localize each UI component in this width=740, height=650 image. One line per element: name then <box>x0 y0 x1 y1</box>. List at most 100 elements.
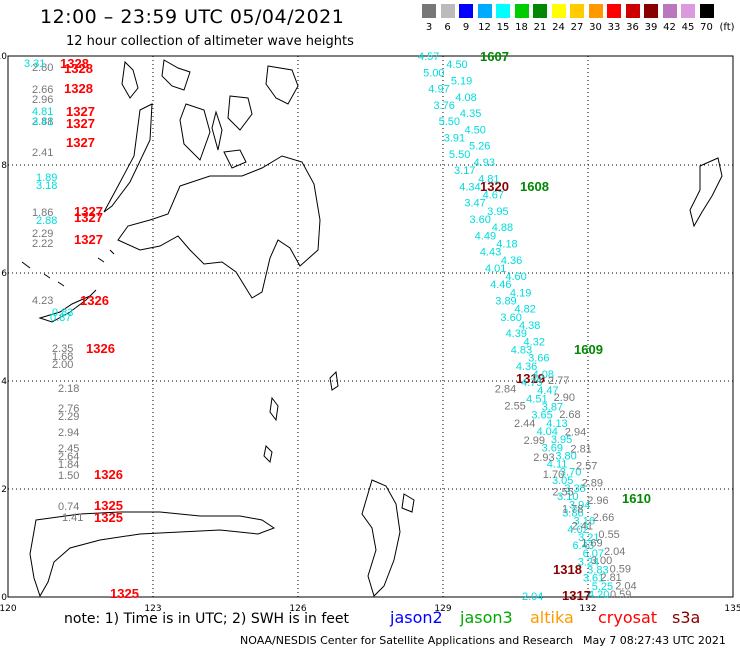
wave-height-value: 4.04 <box>536 426 557 438</box>
wave-height-value: 2.04 <box>522 591 543 603</box>
lat-tick-label: 2 <box>1 485 7 495</box>
wave-height-value: 4.93 <box>474 157 495 169</box>
lon-tick-label: 126 <box>289 604 306 614</box>
wave-height-value: 3.60 <box>500 312 521 324</box>
wave-height-value: 3.76 <box>433 100 454 112</box>
wave-height-value: 2.55 <box>552 486 573 498</box>
wave-height-value: 3.21 <box>578 532 599 544</box>
legend-swatch <box>625 4 640 18</box>
wave-height-value: 2.04 <box>615 580 636 592</box>
wave-height-value: 1.69 <box>581 538 602 550</box>
legend-label: 33 <box>607 22 621 33</box>
wave-height-value: 4.36 <box>501 255 522 267</box>
track-labels: 2.802.662.962.882.411.862.292.224.232.35… <box>24 49 651 603</box>
pass-label: 1328 <box>64 61 93 76</box>
satellite-legend-item: s3a <box>672 608 701 627</box>
wave-height-value: 4.20 <box>588 589 609 601</box>
pass-label: 1327 <box>74 232 103 247</box>
wave-height-value: 0.74 <box>58 501 79 513</box>
wave-height-value: 2.45 <box>58 443 79 455</box>
wave-height-value: 4.39 <box>506 328 527 340</box>
wave-height-value: 3.24 <box>578 556 599 568</box>
wave-height-value: 4.51 <box>526 393 547 405</box>
wave-height-value: 3.65 <box>531 410 552 422</box>
wave-height-value: 2.96 <box>32 94 53 106</box>
wave-height-value: 4.57 <box>418 51 439 63</box>
lon-tick-label: 135 <box>724 604 740 614</box>
legend-swatch <box>570 4 584 18</box>
wave-height-value: 1.84 <box>58 459 79 471</box>
lat-tick-label: 8 <box>1 161 7 171</box>
coastline-leyte <box>227 95 253 131</box>
wave-height-value: 4.01 <box>485 263 506 275</box>
wave-height-value: 1.41 <box>62 512 83 524</box>
lat-tick-label: 10 <box>0 52 7 62</box>
legend-label: 70 <box>700 22 713 33</box>
pass-label: 1609 <box>574 342 603 357</box>
wave-height-value: 1.78 <box>562 503 583 515</box>
wave-height-value: 4.47 <box>537 385 558 397</box>
wave-height-value: 2.96 <box>587 495 608 507</box>
wave-height-value: 2.35 <box>52 343 73 355</box>
chart-subtitle: 12 hour collection of altimeter wave hei… <box>66 34 354 49</box>
wave-height-value: 4.23 <box>32 295 53 307</box>
legend-label: 39 <box>644 22 658 33</box>
wave-height-value: 1.86 <box>32 207 53 219</box>
wave-height-value: 2.88 <box>32 116 53 128</box>
wave-height-value: 6.07 <box>583 548 604 560</box>
legend-label: 27 <box>570 22 584 33</box>
wave-height-value: 4.82 <box>514 304 535 316</box>
pass-label: 1320 <box>480 179 509 194</box>
pass-label: 1327 <box>66 116 95 131</box>
wave-height-value: 3.16 <box>574 516 595 528</box>
wave-height-value: 2.99 <box>524 435 545 447</box>
wave-height-value: 2.94 <box>58 427 79 439</box>
coastline-cebu <box>211 110 223 151</box>
wave-height-value: 4.18 <box>496 238 517 250</box>
legend-swatch <box>496 4 510 18</box>
pass-label: 1325 <box>94 498 123 513</box>
wave-height-value: 4.36 <box>516 361 537 373</box>
wave-height-value: 2.90 <box>554 392 575 404</box>
wave-height-value: 2.88 <box>36 215 57 227</box>
wave-height-value: 3.61 <box>583 573 604 585</box>
wave-height-value: 2.29 <box>32 228 53 240</box>
lon-tick-label: 132 <box>579 604 596 614</box>
wave-height-value: 4.46 <box>490 279 511 291</box>
wave-height-value: 1.68 <box>52 351 73 363</box>
wave-height-value: 4.35 <box>460 108 481 120</box>
wave-height-value: 2.18 <box>58 383 79 395</box>
legend-label: 15 <box>496 22 510 33</box>
wave-height-value: 5.19 <box>451 75 472 87</box>
legend-swatch <box>440 4 455 18</box>
legend-swatch <box>533 4 547 18</box>
coastline-sulu-islands <box>21 249 115 287</box>
wave-height-value: 0.55 <box>598 529 619 541</box>
legend-swatch <box>588 4 603 18</box>
lon-tick-label: 120 <box>0 604 17 614</box>
wave-height-value: 4.11 <box>547 459 568 471</box>
legend-label: 3 <box>425 22 433 33</box>
pass-label: 1326 <box>80 293 109 308</box>
satellite-legend-item: jason3 <box>460 608 513 627</box>
lon-tick-label: 129 <box>434 604 451 614</box>
coastline-mindanao <box>117 155 321 299</box>
wave-height-value: 0.59 <box>610 563 631 575</box>
satellite-legend-item: cryosat <box>598 608 658 627</box>
wave-height-value: 2.93 <box>533 452 554 464</box>
legend-label: 9 <box>462 22 470 33</box>
footer-note: note: 1) Time is in UTC; 2) SWH is in fe… <box>64 611 350 627</box>
wave-height-value: 3.70 <box>560 467 581 479</box>
footer-timestamp: May 7 08:27:43 UTC 2021 <box>583 634 726 647</box>
wave-height-value: 4.43 <box>480 247 501 259</box>
pass-label: 1328 <box>64 81 93 96</box>
coastline-bohol <box>223 149 247 169</box>
coastline-sulu <box>38 289 97 323</box>
wave-height-value: 4.38 <box>519 320 540 332</box>
wave-height-value: 6.43 <box>573 540 594 552</box>
wave-height-value: 4.97 <box>428 84 449 96</box>
lat-lon-grid: 120 123 126 129 132 135 0 2 4 6 8 10 <box>0 52 740 614</box>
wave-height-value: 2.81 <box>600 572 621 584</box>
legend-label: 42 <box>663 22 676 33</box>
